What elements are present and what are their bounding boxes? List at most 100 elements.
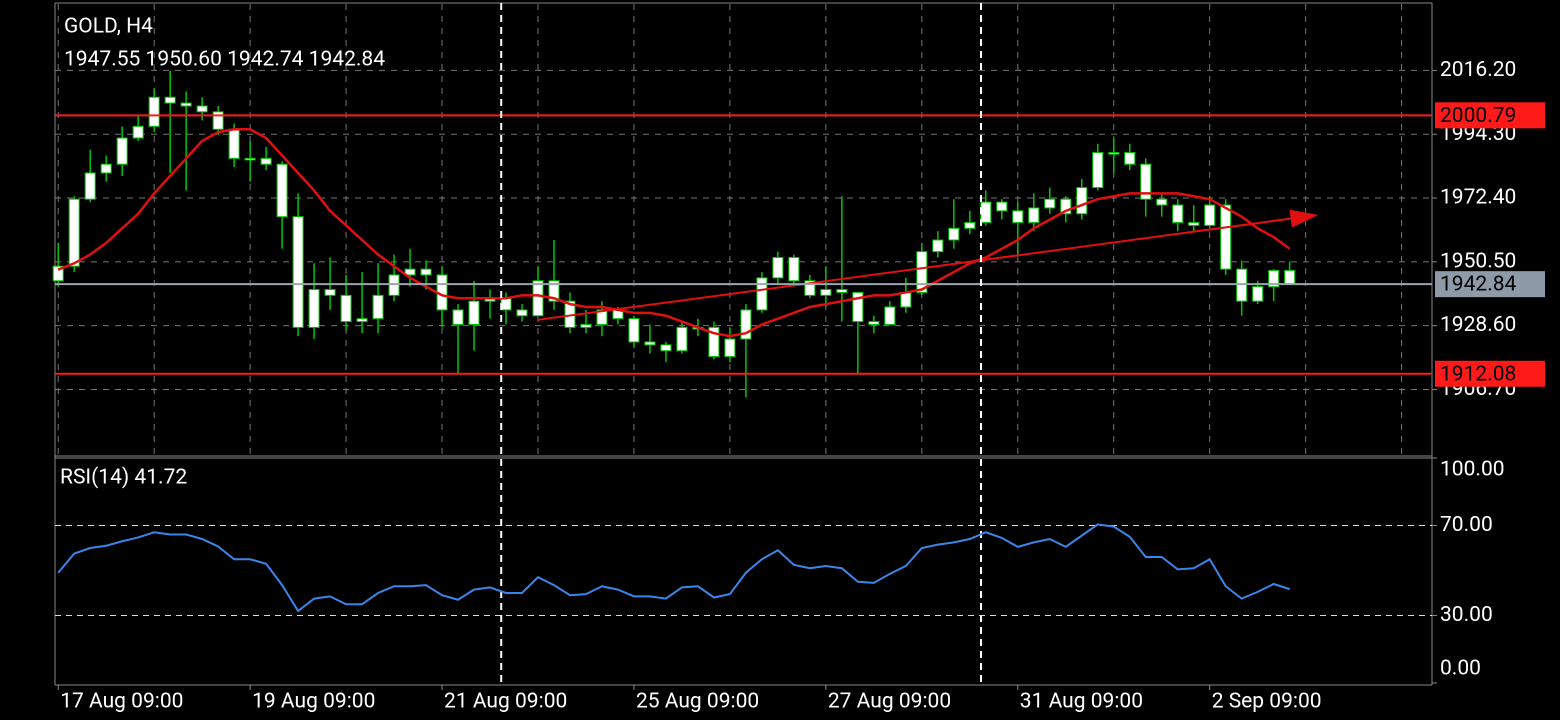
candle-body [452,309,464,325]
candle-body [1156,198,1168,206]
candle-body [1012,210,1024,224]
candle-body [1284,269,1296,285]
candle-body [1140,163,1152,200]
candle-body [820,289,832,296]
trend-line [537,217,1291,321]
candle-body [308,289,320,328]
candle-body [1108,152,1120,155]
x-tick-label: 2 Sep 09:00 [1212,690,1322,714]
candle-body [756,277,768,311]
candle-body [372,294,384,320]
candle-body [1076,187,1088,215]
candle-body [740,309,752,340]
candle-body [420,268,432,276]
y-tick-label: 1928.60 [1440,313,1516,337]
trend-arrow [1289,209,1319,228]
chart-title: GOLD, H4 [64,15,153,39]
candle-body [196,105,208,113]
candle-body [500,297,512,311]
candle-body [788,256,800,282]
candle-body [596,309,608,325]
candle-body [1188,222,1200,226]
candle-body [1092,152,1104,189]
candle-body [964,222,976,229]
candle-body [548,280,560,302]
candle-body [180,102,192,107]
candle-body [932,239,944,253]
rsi-line [57,523,1290,613]
candle-body [1220,204,1232,270]
candle-body [708,326,720,358]
ohlc-label: 1947.55 1950.60 1942.74 1942.84 [64,48,385,72]
candle-body [52,265,64,282]
candle-body [324,289,336,296]
price-tag-label: 1912.08 [1440,362,1516,386]
candle-body [228,128,240,159]
candle-body [84,172,96,200]
candle-body [676,326,688,352]
candle-body [804,280,816,296]
candle-body [772,256,784,279]
candle-body [164,96,176,104]
rsi-title: RSI(14) 41.72 [60,466,187,490]
candle-body [516,309,528,317]
candle-body [1268,269,1280,288]
price-tag [1435,271,1545,298]
candle-body [292,216,304,328]
candle-body [1060,198,1072,215]
candle-body [868,321,880,325]
candle-body [1028,207,1040,224]
candle-body [532,280,544,317]
price-tag-label: 1942.84 [1440,273,1517,297]
candle-body [724,338,736,358]
candle-body [1124,152,1136,165]
candle-body [260,157,272,165]
candle-body [468,300,480,325]
candle-body [1204,204,1216,226]
x-tick-label: 21 Aug 09:00 [444,690,567,714]
candle-body [68,198,80,267]
candle-body [916,251,928,293]
candle-body [996,201,1008,212]
candle-body [1044,198,1056,209]
x-tick-label: 27 Aug 09:00 [828,690,951,714]
moving-average [57,128,1291,338]
candle-body [980,201,992,224]
candle-body [948,227,960,241]
candle-body [404,268,416,276]
candle-body [100,163,112,174]
y-tick-label: 30.00 [1440,603,1493,627]
candle-body [884,306,896,325]
y-tick-label: 1950.50 [1440,249,1516,273]
candle-body [132,125,144,139]
x-tick-label: 31 Aug 09:00 [1020,690,1143,714]
candle-body [836,289,848,293]
candle-body [1252,286,1264,302]
candle-body [212,111,224,130]
candle-body [356,318,368,323]
candle-body [1172,204,1184,224]
candle-body [340,294,352,323]
y-tick-label: 70.00 [1440,513,1493,537]
price-tag [1435,360,1545,387]
candle-body [244,157,256,161]
candle-body [660,344,672,352]
x-tick-label: 25 Aug 09:00 [636,690,759,714]
candle-body [900,291,912,308]
price-tag [1435,102,1545,129]
y-tick-label: 1972.40 [1440,186,1516,210]
x-tick-label: 19 Aug 09:00 [252,690,375,714]
candle-body [276,163,288,218]
candle-body [580,323,592,328]
y-tick-label: 2016.20 [1440,58,1516,82]
candle-body [644,341,656,346]
price-tag-label: 2000.79 [1440,104,1516,128]
x-tick-label: 17 Aug 09:00 [60,690,183,714]
candle-body [852,291,864,323]
candle-body [116,137,128,165]
candle-body [148,96,160,127]
y-tick-label: 100.00 [1440,458,1505,482]
candle-body [628,318,640,343]
